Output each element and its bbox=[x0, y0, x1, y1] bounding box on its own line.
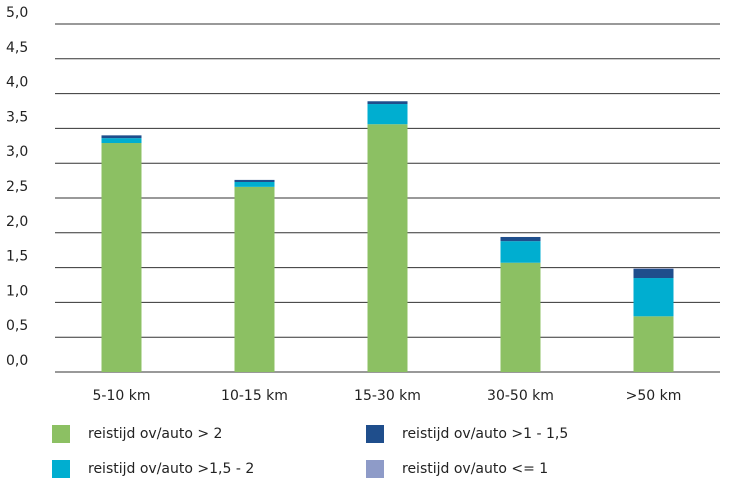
y-tick-label: 2,5 bbox=[6, 179, 28, 195]
y-tick-label: 5,0 bbox=[6, 5, 28, 21]
legend-swatch bbox=[366, 460, 384, 478]
bar-segment bbox=[500, 236, 541, 242]
legend-label: reistijd ov/auto > 2 bbox=[88, 426, 222, 442]
y-tick-label: 1,0 bbox=[6, 283, 28, 299]
bar-segment bbox=[234, 186, 275, 372]
bar-segment bbox=[234, 179, 275, 182]
bar-segment bbox=[633, 268, 674, 269]
y-tick-label: 0,0 bbox=[6, 353, 28, 369]
legend-swatch bbox=[52, 425, 70, 443]
legend-label: reistijd ov/auto >1,5 - 2 bbox=[88, 461, 254, 477]
legend-swatch bbox=[366, 425, 384, 443]
y-tick-label: 1,5 bbox=[6, 249, 28, 265]
y-tick-label: 0,5 bbox=[6, 318, 28, 334]
bar-segment bbox=[234, 181, 275, 187]
x-tick-label: 30-50 km bbox=[487, 388, 554, 404]
x-tick-label: >50 km bbox=[626, 388, 682, 404]
bar-segment bbox=[500, 241, 541, 263]
bar-segment bbox=[367, 124, 408, 372]
x-tick-label: 5-10 km bbox=[93, 388, 151, 404]
x-tick-label: 10-15 km bbox=[221, 388, 288, 404]
bar-segment bbox=[633, 278, 674, 317]
bar-segment bbox=[500, 262, 541, 372]
legend-label: reistijd ov/auto >1 - 1,5 bbox=[402, 426, 568, 442]
bar-segment bbox=[633, 316, 674, 372]
y-tick-label: 4,0 bbox=[6, 75, 28, 91]
legend-label: reistijd ov/auto <= 1 bbox=[402, 461, 548, 477]
y-tick-label: 4,5 bbox=[6, 40, 28, 56]
legend-swatch bbox=[52, 460, 70, 478]
y-tick-label: 2,0 bbox=[6, 214, 28, 230]
bar-segment bbox=[101, 135, 142, 139]
x-tick-label: 15-30 km bbox=[354, 388, 421, 404]
bar-segment bbox=[101, 143, 142, 372]
bar-segment bbox=[367, 101, 408, 105]
bar-segment bbox=[367, 104, 408, 125]
y-tick-label: 3,5 bbox=[6, 109, 28, 125]
bar-segment bbox=[633, 268, 674, 279]
y-tick-label: 3,0 bbox=[6, 144, 28, 160]
bar-segment bbox=[101, 138, 142, 144]
